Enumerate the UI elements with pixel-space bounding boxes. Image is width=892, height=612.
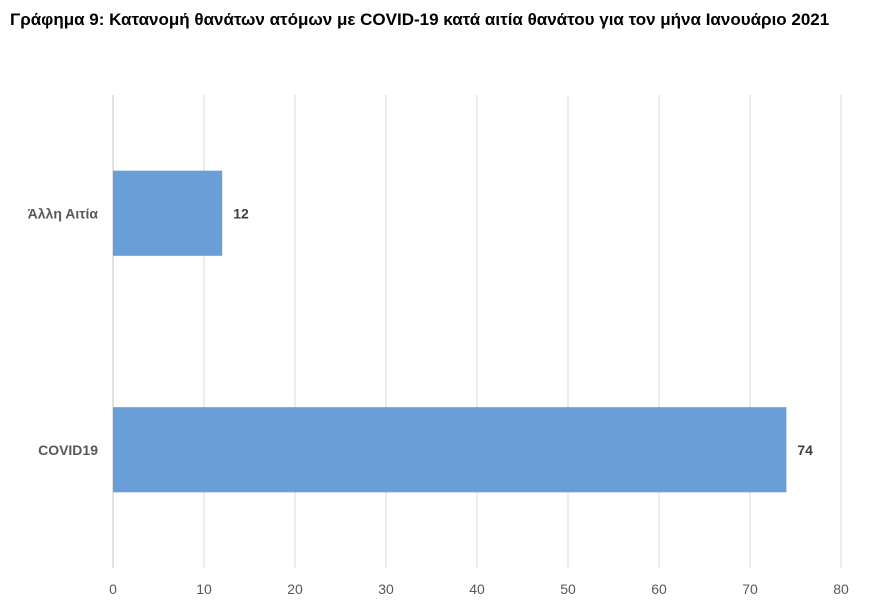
category-label: COVID19 (38, 442, 98, 458)
chart-title: Γράφημα 9: Κατανομή θανάτων ατόμων με CO… (10, 10, 830, 29)
x-tick-label: 0 (109, 581, 117, 597)
x-tick-label: 60 (651, 581, 667, 597)
x-tick-label: 10 (196, 581, 212, 597)
data-label: 12 (233, 205, 249, 221)
x-tick-label: 70 (742, 581, 758, 597)
category-label: Άλλη Αιτία (28, 205, 99, 221)
x-tick-label: 40 (469, 581, 485, 597)
x-tick-label: 50 (560, 581, 576, 597)
bars (113, 170, 787, 493)
bar-0 (113, 170, 223, 256)
x-tick-label: 80 (833, 581, 849, 597)
x-tick-label: 30 (378, 581, 394, 597)
gridlines (112, 95, 842, 568)
bar-1 (113, 407, 787, 493)
labels: 0 10 20 30 40 50 60 70 80 Άλλη Αιτία 12 COVID19 74 (28, 205, 849, 597)
data-label: 74 (797, 442, 813, 458)
x-tick-label: 20 (287, 581, 303, 597)
